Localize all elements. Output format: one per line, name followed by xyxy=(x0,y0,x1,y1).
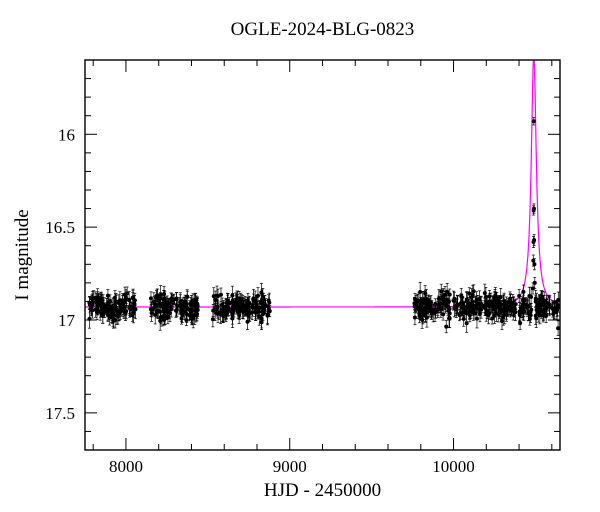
xtick-label: 9000 xyxy=(273,457,307,476)
ytick-label: 16.5 xyxy=(45,218,75,237)
y-axis-label: I magnitude xyxy=(12,209,33,300)
xtick-label: 10000 xyxy=(432,457,475,476)
ytick-label: 16 xyxy=(58,125,75,144)
x-axis-label: HJD - 2450000 xyxy=(264,480,381,501)
ytick-label: 17 xyxy=(58,311,76,330)
lightcurve-chart: OGLE-2024-BLG-0823 8000 9000 10000 16 16.5 17 1… xyxy=(0,0,600,512)
chart-title: OGLE-2024-BLG-0823 xyxy=(231,19,415,40)
xtick-label: 8000 xyxy=(109,457,143,476)
ytick-label: 17.5 xyxy=(45,404,75,423)
